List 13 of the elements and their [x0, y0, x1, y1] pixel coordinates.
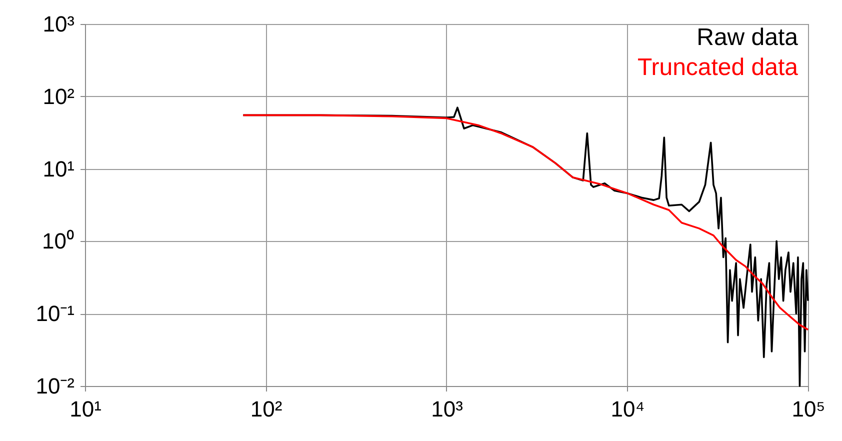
- y-tick-label: 10³: [42, 12, 74, 36]
- y-tick-label: 10¹: [42, 156, 74, 182]
- text: Truncated data: [637, 54, 799, 81]
- x-tick-label: 10¹: [70, 396, 102, 422]
- x-tick-label: 10³: [431, 396, 463, 422]
- y-tick-label: 10⁻²: [36, 374, 74, 398]
- y-tick-label: 10⁰: [42, 228, 74, 254]
- x-tick-label: 10²: [250, 396, 282, 422]
- x-tick-label: 10⁵: [792, 396, 826, 422]
- x-tick-label: 10⁴: [610, 396, 645, 422]
- text: Raw data: [696, 24, 799, 51]
- y-tick-label: 10²: [42, 84, 74, 109]
- y-tick-label: 10⁻¹: [36, 301, 74, 326]
